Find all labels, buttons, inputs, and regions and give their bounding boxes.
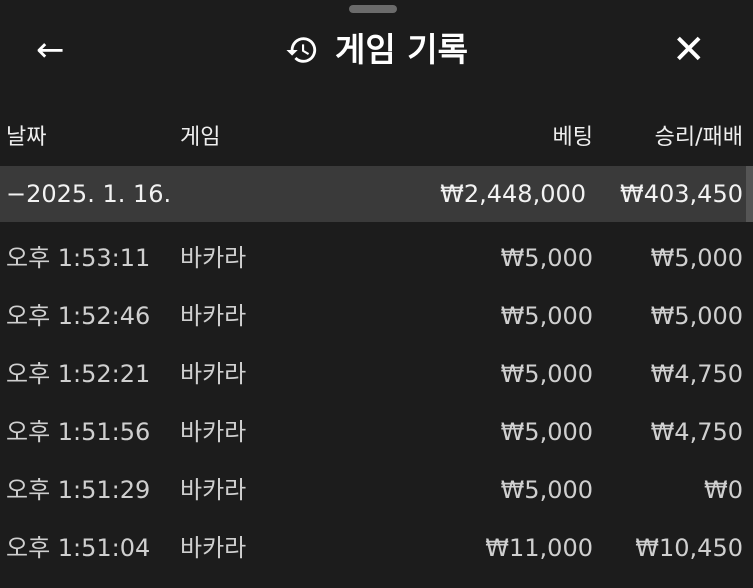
row-game: 바카라 (180, 534, 247, 562)
row-bet: ₩5,000 (500, 244, 593, 272)
table-row[interactable]: 오후 1:52:21 바카라 ₩5,000 ₩4,750 (0, 345, 753, 403)
row-game: 바카라 (180, 360, 247, 388)
page-title: 게임 기록 (0, 28, 753, 72)
group-win-total: ₩403,450 (620, 180, 743, 208)
table-row[interactable]: 오후 1:51:29 바카라 ₩5,000 ₩0 (0, 461, 753, 519)
table-header: 날짜 게임 베팅 승리/패배 (0, 118, 753, 158)
scrollbar[interactable] (746, 166, 753, 222)
row-game: 바카라 (180, 302, 247, 330)
table-row[interactable]: 오후 1:53:11 바카라 ₩5,000 ₩5,000 (0, 229, 753, 287)
column-bet: 베팅 (552, 125, 593, 150)
row-time: 오후 1:52:46 (6, 302, 151, 330)
row-result: ₩0 (704, 476, 743, 504)
row-result: ₩5,000 (650, 302, 743, 330)
drag-handle[interactable] (349, 5, 397, 13)
row-game: 바카라 (180, 476, 247, 504)
group-bet-total: ₩2,448,000 (440, 180, 586, 208)
row-time: 오후 1:52:21 (6, 360, 151, 388)
history-icon (286, 37, 317, 63)
group-date: −2025. 1. 16. (6, 180, 172, 208)
row-bet: ₩11,000 (485, 534, 593, 562)
column-date: 날짜 (6, 125, 47, 150)
row-bet: ₩5,000 (500, 302, 593, 330)
row-bet: ₩5,000 (500, 476, 593, 504)
title-text: 게임 기록 (335, 30, 468, 69)
back-button[interactable]: ← (36, 30, 76, 70)
table-row[interactable]: 오후 1:52:46 바카라 ₩5,000 ₩5,000 (0, 287, 753, 345)
table-row[interactable]: 오후 1:51:56 바카라 ₩5,000 ₩4,750 (0, 403, 753, 461)
row-result: ₩5,000 (650, 244, 743, 272)
column-game: 게임 (180, 125, 221, 150)
row-result: ₩4,750 (650, 360, 743, 388)
row-game: 바카라 (180, 418, 247, 446)
table-row[interactable]: 오후 1:51:04 바카라 ₩11,000 ₩10,450 (0, 519, 753, 577)
row-time: 오후 1:51:04 (6, 534, 151, 562)
row-result: ₩4,750 (650, 418, 743, 446)
row-time: 오후 1:51:29 (6, 476, 151, 504)
row-bet: ₩5,000 (500, 418, 593, 446)
row-time: 오후 1:51:56 (6, 418, 151, 446)
close-icon: ✕ (672, 27, 706, 73)
row-bet: ₩5,000 (500, 360, 593, 388)
close-button[interactable]: ✕ (672, 28, 716, 72)
column-result: 승리/패배 (654, 125, 743, 150)
date-group-row[interactable]: −2025. 1. 16. ₩2,448,000 ₩403,450 (0, 166, 746, 222)
row-game: 바카라 (180, 244, 247, 272)
row-time: 오후 1:53:11 (6, 244, 151, 272)
row-result: ₩10,450 (635, 534, 743, 562)
arrow-left-icon: ← (36, 30, 65, 70)
